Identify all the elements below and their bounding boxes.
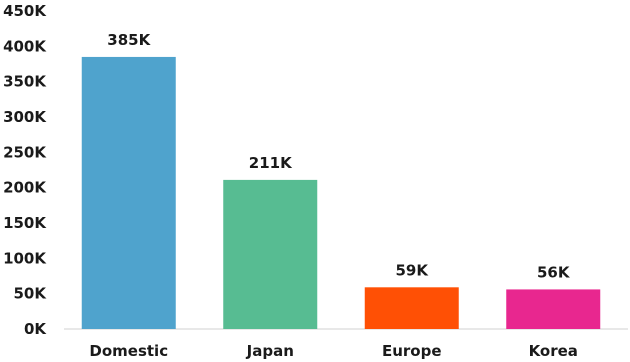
data-label-korea: 56K — [537, 263, 571, 281]
bar-korea — [506, 289, 601, 329]
x-category-label-japan: Japan — [246, 342, 294, 360]
bar-domestic — [81, 56, 176, 329]
y-tick-label: 400K — [3, 37, 47, 55]
data-labels-group: 385K 211K 59K 56K — [107, 31, 571, 281]
y-tick-label: 100K — [3, 249, 47, 267]
y-tick-label: 300K — [3, 108, 47, 126]
bar-europe — [364, 287, 459, 329]
y-tick-label: 450K — [3, 2, 47, 20]
bars-group — [81, 56, 601, 329]
bar-japan — [223, 179, 318, 329]
y-axis: 0K 50K 100K 150K 200K 250K 300K 350K 400K 450K — [3, 2, 47, 338]
data-label-europe: 59K — [396, 261, 430, 279]
y-tick-label: 200K — [3, 179, 47, 197]
x-category-label-domestic: Domestic — [89, 342, 168, 360]
y-tick-label: 350K — [3, 73, 47, 91]
y-tick-label: 0K — [24, 320, 47, 338]
x-category-label-korea: Korea — [529, 342, 578, 360]
x-axis: Domestic Japan Europe Korea — [89, 342, 578, 360]
y-tick-label: 250K — [3, 143, 47, 161]
data-label-japan: 211K — [249, 154, 293, 172]
y-tick-label: 150K — [3, 214, 47, 232]
y-tick-label: 50K — [14, 285, 48, 303]
data-label-domestic: 385K — [107, 31, 151, 49]
x-category-label-europe: Europe — [382, 342, 442, 360]
